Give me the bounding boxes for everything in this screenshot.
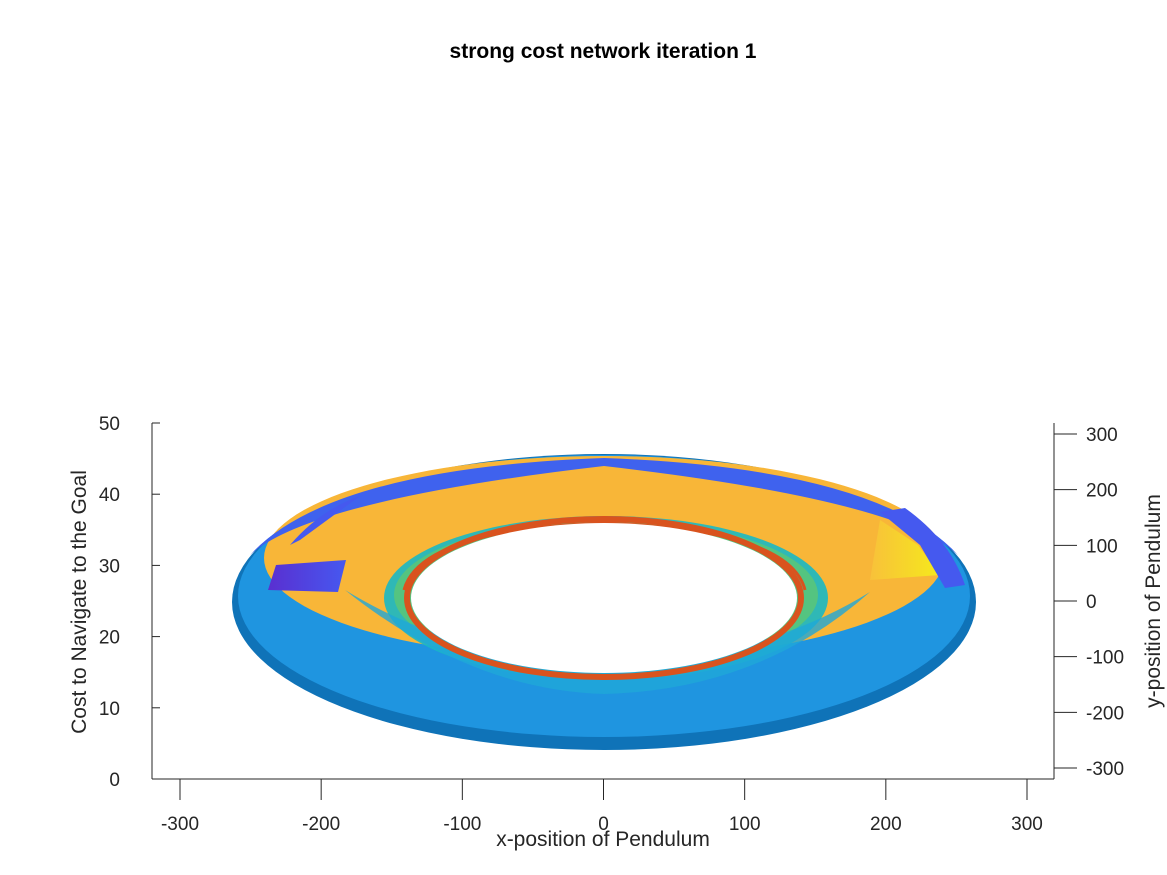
- x-axis: -300 -200 -100 0 100 200 300 x-position of Pen…: [152, 778, 1054, 851]
- right-blue-wedge: [880, 508, 965, 588]
- y-tick-label: 200: [1086, 481, 1118, 502]
- x-tick-label: -300: [161, 814, 199, 835]
- z-tick-label: 10: [99, 699, 120, 720]
- left-blue-wedge: [290, 496, 360, 545]
- x-tick-label: 200: [870, 814, 902, 835]
- x-tick-label: -200: [302, 814, 340, 835]
- y-tick-label: 0: [1086, 592, 1097, 613]
- inner-edge: [404, 516, 804, 680]
- y-tick-label: -200: [1086, 703, 1124, 724]
- right-high-region: [870, 520, 940, 580]
- z-tick-label: 0: [109, 770, 120, 791]
- center-hole: [411, 523, 797, 673]
- y-axis-label: y-position of Pendulum: [1142, 494, 1165, 708]
- z-tick-label: 30: [99, 556, 120, 577]
- chart-title: strong cost network iteration 1: [450, 40, 757, 63]
- z-tick-label: 20: [99, 628, 120, 649]
- x-tick-label: 0: [598, 814, 609, 835]
- x-axis-label: x-position of Pendulum: [496, 828, 710, 851]
- y-tick-label: 300: [1086, 425, 1118, 446]
- surface-annulus: [232, 454, 976, 750]
- x-tick-group: -300 -200 -100 0 100 200 300: [161, 779, 1043, 835]
- x-tick-label: -100: [443, 814, 481, 835]
- y-tick-group: -300 -200 -100 0 100 200 300: [1054, 425, 1124, 780]
- x-tick-label: 100: [729, 814, 761, 835]
- y-tick-label: -300: [1086, 759, 1124, 780]
- x-tick-label: 300: [1011, 814, 1043, 835]
- z-tick-group: 0 10 20 30 40 50: [99, 414, 160, 791]
- z-tick-label: 50: [99, 414, 120, 435]
- z-tick-label: 40: [99, 485, 120, 506]
- z-axis: 0 10 20 30 40 50 Cost to Navigate to the Goal: [68, 414, 160, 791]
- y-axis: -300 -200 -100 0 100 200 300 y-position of Pen…: [1053, 423, 1165, 780]
- y-tick-label: 100: [1086, 536, 1118, 557]
- z-axis-label: Cost to Navigate to the Goal: [68, 470, 91, 734]
- y-tick-label: -100: [1086, 648, 1124, 669]
- left-dark-wedge: [268, 560, 346, 592]
- lower-cyan-fade: [345, 590, 870, 694]
- upper-outer-band: [250, 458, 958, 555]
